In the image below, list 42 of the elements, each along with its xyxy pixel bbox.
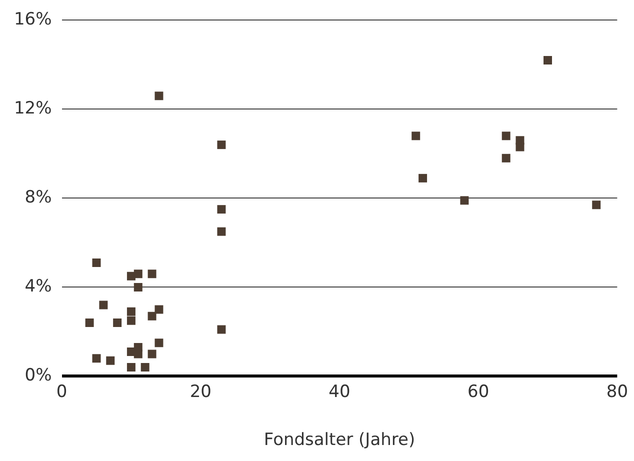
y-tick-label: 16% (14, 10, 52, 30)
point (106, 356, 115, 365)
x-tick-label: 40 (328, 382, 350, 402)
point (148, 350, 156, 358)
point (113, 318, 122, 328)
point (148, 270, 156, 278)
point (460, 196, 469, 205)
point (92, 258, 101, 267)
point (140, 363, 150, 372)
point (92, 354, 101, 363)
x-tick-label: 60 (468, 382, 490, 402)
point (544, 56, 552, 64)
point (217, 140, 226, 150)
x-tick-label: 0 (56, 382, 68, 402)
y-tick-label: 8% (24, 188, 52, 208)
point (592, 200, 601, 210)
point (154, 92, 164, 100)
point (154, 305, 164, 314)
point (126, 316, 136, 325)
point (502, 132, 510, 140)
point (412, 132, 420, 140)
point (99, 300, 108, 310)
point (134, 350, 142, 358)
point (217, 205, 226, 214)
point (126, 363, 136, 372)
point (502, 154, 510, 162)
point (217, 325, 226, 334)
point (418, 174, 428, 182)
y-tick-label: 4% (24, 276, 52, 297)
y-tick-label: 0% (24, 366, 52, 386)
point (154, 338, 164, 348)
x-tick-label: 80 (606, 382, 628, 402)
point (134, 282, 142, 292)
point (134, 270, 142, 278)
x-tick-label: 20 (190, 382, 212, 402)
point (516, 142, 524, 152)
point (126, 307, 136, 316)
point (148, 312, 156, 320)
y-tick-label: 12% (14, 98, 52, 119)
point (217, 227, 226, 236)
x-axis-title: Fondsalter (Jahre) (264, 430, 416, 450)
point (85, 318, 94, 328)
